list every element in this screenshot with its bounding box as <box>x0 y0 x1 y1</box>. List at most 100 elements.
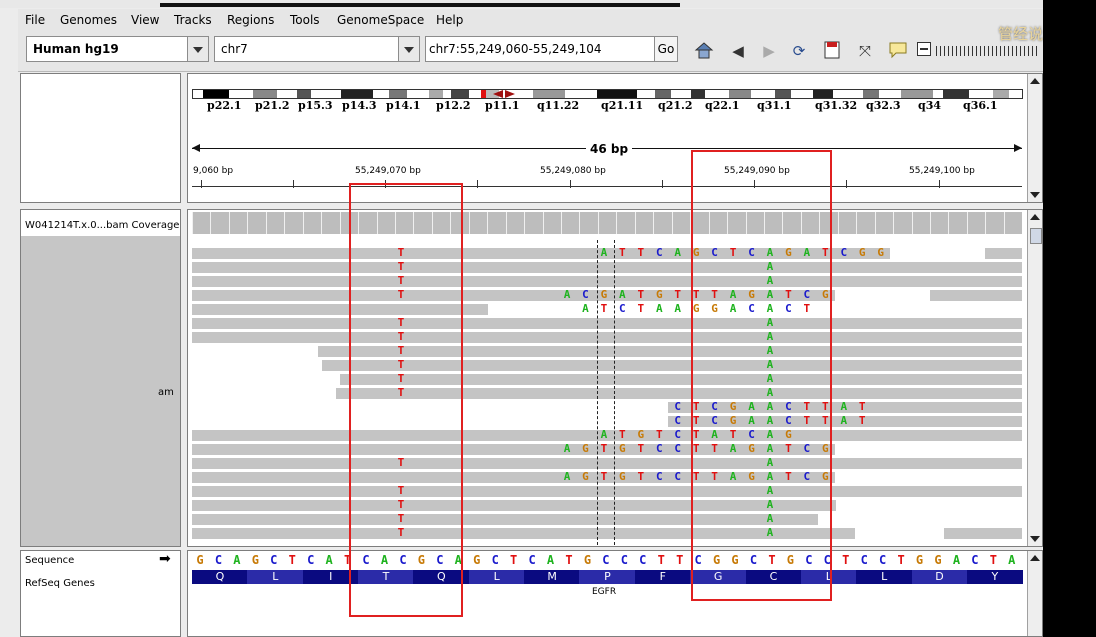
read-alignment[interactable] <box>192 486 1022 497</box>
data-name-panel: W041214T.x.0...bam Coverage am <box>20 209 181 547</box>
amino-acid[interactable]: L <box>247 570 304 584</box>
read-alignment[interactable] <box>192 514 818 525</box>
zoom-out-icon[interactable] <box>914 41 934 61</box>
amino-acid[interactable]: C <box>745 570 802 584</box>
data-scrollbar[interactable] <box>1027 210 1042 546</box>
chromosome-dropdown[interactable]: chr7 <box>214 36 420 62</box>
amino-acid[interactable]: Q <box>192 570 248 584</box>
menu-view[interactable]: View <box>131 13 160 27</box>
coverage-bar-gap <box>819 212 821 234</box>
coverage-bar-gap <box>284 212 286 234</box>
mismatch-base: A <box>600 246 608 259</box>
amino-acid[interactable]: M <box>524 570 581 584</box>
mismatch-base: T <box>637 246 645 259</box>
coverage-bar-gap <box>930 212 931 234</box>
read-alignment[interactable] <box>192 430 1022 441</box>
read-alignment[interactable] <box>192 248 890 259</box>
feature-scrollbar[interactable] <box>1027 551 1042 636</box>
read-alignment[interactable] <box>192 444 835 455</box>
coverage-bar-gap <box>671 212 673 234</box>
mismatch-base: A <box>563 288 571 301</box>
amino-acid[interactable]: F <box>634 570 691 584</box>
menu-help[interactable]: Help <box>436 13 464 27</box>
read-alignment[interactable] <box>192 332 1022 343</box>
menu-regions[interactable]: Regions <box>227 13 275 27</box>
scroll-thumb[interactable] <box>1030 228 1042 244</box>
menu-tools[interactable]: Tools <box>290 13 320 27</box>
read-alignment[interactable] <box>192 472 835 483</box>
amino-acid[interactable]: L <box>800 570 857 584</box>
amino-acid[interactable]: P <box>579 570 636 584</box>
chromosome-ideogram[interactable] <box>192 89 1023 99</box>
coverage-track-name[interactable]: W041214T.x.0...bam Coverage <box>25 220 180 231</box>
home-icon[interactable] <box>694 41 714 61</box>
coverage-bar-gap <box>597 212 599 234</box>
amino-acid[interactable]: L <box>856 570 913 584</box>
read-alignment[interactable] <box>668 416 1022 427</box>
header-scrollbar[interactable] <box>1027 74 1042 202</box>
read-alignment[interactable] <box>192 262 1022 273</box>
sequence-base: C <box>602 553 610 567</box>
read-alignment[interactable] <box>192 528 855 539</box>
bam-track-name[interactable]: am <box>158 387 174 398</box>
cytoband-label: q21.2 <box>658 99 693 112</box>
menu-tracks[interactable]: Tracks <box>174 13 212 27</box>
read-alignment[interactable] <box>192 318 1022 329</box>
strand-arrow-icon[interactable]: ➡ <box>159 551 171 567</box>
menu-genomes[interactable]: Genomes <box>60 13 117 27</box>
amino-acid[interactable]: L <box>468 570 525 584</box>
read-alignment[interactable] <box>944 528 1022 539</box>
mismatch-base: T <box>397 330 405 343</box>
coverage-track[interactable] <box>192 212 1022 234</box>
cytoband-label: p14.1 <box>386 99 421 112</box>
ruler-tick <box>662 180 663 188</box>
zoom-slider-icon[interactable] <box>936 43 1042 63</box>
refseq-track-name[interactable]: RefSeq Genes <box>25 578 95 589</box>
read-alignment[interactable] <box>336 388 1022 399</box>
menu-file[interactable]: File <box>25 13 46 27</box>
chevron-down-icon[interactable] <box>398 37 419 61</box>
mismatch-base: C <box>748 428 755 441</box>
amino-acid[interactable]: G <box>690 570 747 584</box>
region-of-interest-icon[interactable] <box>822 41 842 61</box>
read-alignment[interactable] <box>985 248 1022 259</box>
refresh-icon[interactable]: ⟳ <box>792 42 806 60</box>
read-alignment[interactable] <box>340 374 1022 385</box>
back-icon[interactable]: ◀ <box>732 42 744 60</box>
amino-acid[interactable]: Q <box>413 570 470 584</box>
amino-acid[interactable]: I <box>302 570 359 584</box>
cytoband <box>993 90 1009 98</box>
genome-dropdown[interactable]: Human hg19 <box>26 36 209 62</box>
read-alignment[interactable] <box>192 276 1022 287</box>
coverage-bar-gap <box>966 212 968 234</box>
go-button[interactable]: Go <box>654 36 678 62</box>
menu-genomespace[interactable]: GenomeSpace <box>337 13 425 27</box>
read-alignment[interactable] <box>192 304 488 315</box>
cytoband <box>863 90 879 98</box>
cytoband-label: q36.1 <box>963 99 998 112</box>
read-alignment[interactable] <box>192 458 1022 469</box>
sequence-base: A <box>380 553 389 567</box>
locus-input[interactable]: chr7:55,249,060-55,249,104 <box>425 36 671 62</box>
toolbar: Human hg19 chr7 chr7:55,249,060-55,249,1… <box>18 31 1043 72</box>
amino-acid[interactable]: T <box>358 570 415 584</box>
amino-acid[interactable]: D <box>911 570 968 584</box>
read-alignment[interactable] <box>930 290 1022 301</box>
popup-text-icon[interactable] <box>888 41 908 61</box>
sequence-base: A <box>233 553 241 567</box>
read-alignment[interactable] <box>668 402 1022 413</box>
resize-icon[interactable]: ⤧ <box>858 42 871 60</box>
forward-icon[interactable]: ▶ <box>763 42 775 60</box>
sequence-track-name[interactable]: Sequence <box>25 555 75 566</box>
read-alignment[interactable] <box>318 346 1022 357</box>
read-alignment[interactable] <box>192 290 835 301</box>
read-alignment[interactable] <box>322 360 1022 371</box>
chevron-down-icon[interactable] <box>187 37 208 61</box>
amino-acid[interactable]: Y <box>966 570 1023 584</box>
mismatch-base: A <box>766 302 774 315</box>
coverage-bar-gap <box>634 212 636 234</box>
center-line-left <box>597 240 598 545</box>
ruler-tick <box>477 180 478 188</box>
read-alignment[interactable] <box>192 500 836 511</box>
mismatch-base: C <box>748 246 755 259</box>
